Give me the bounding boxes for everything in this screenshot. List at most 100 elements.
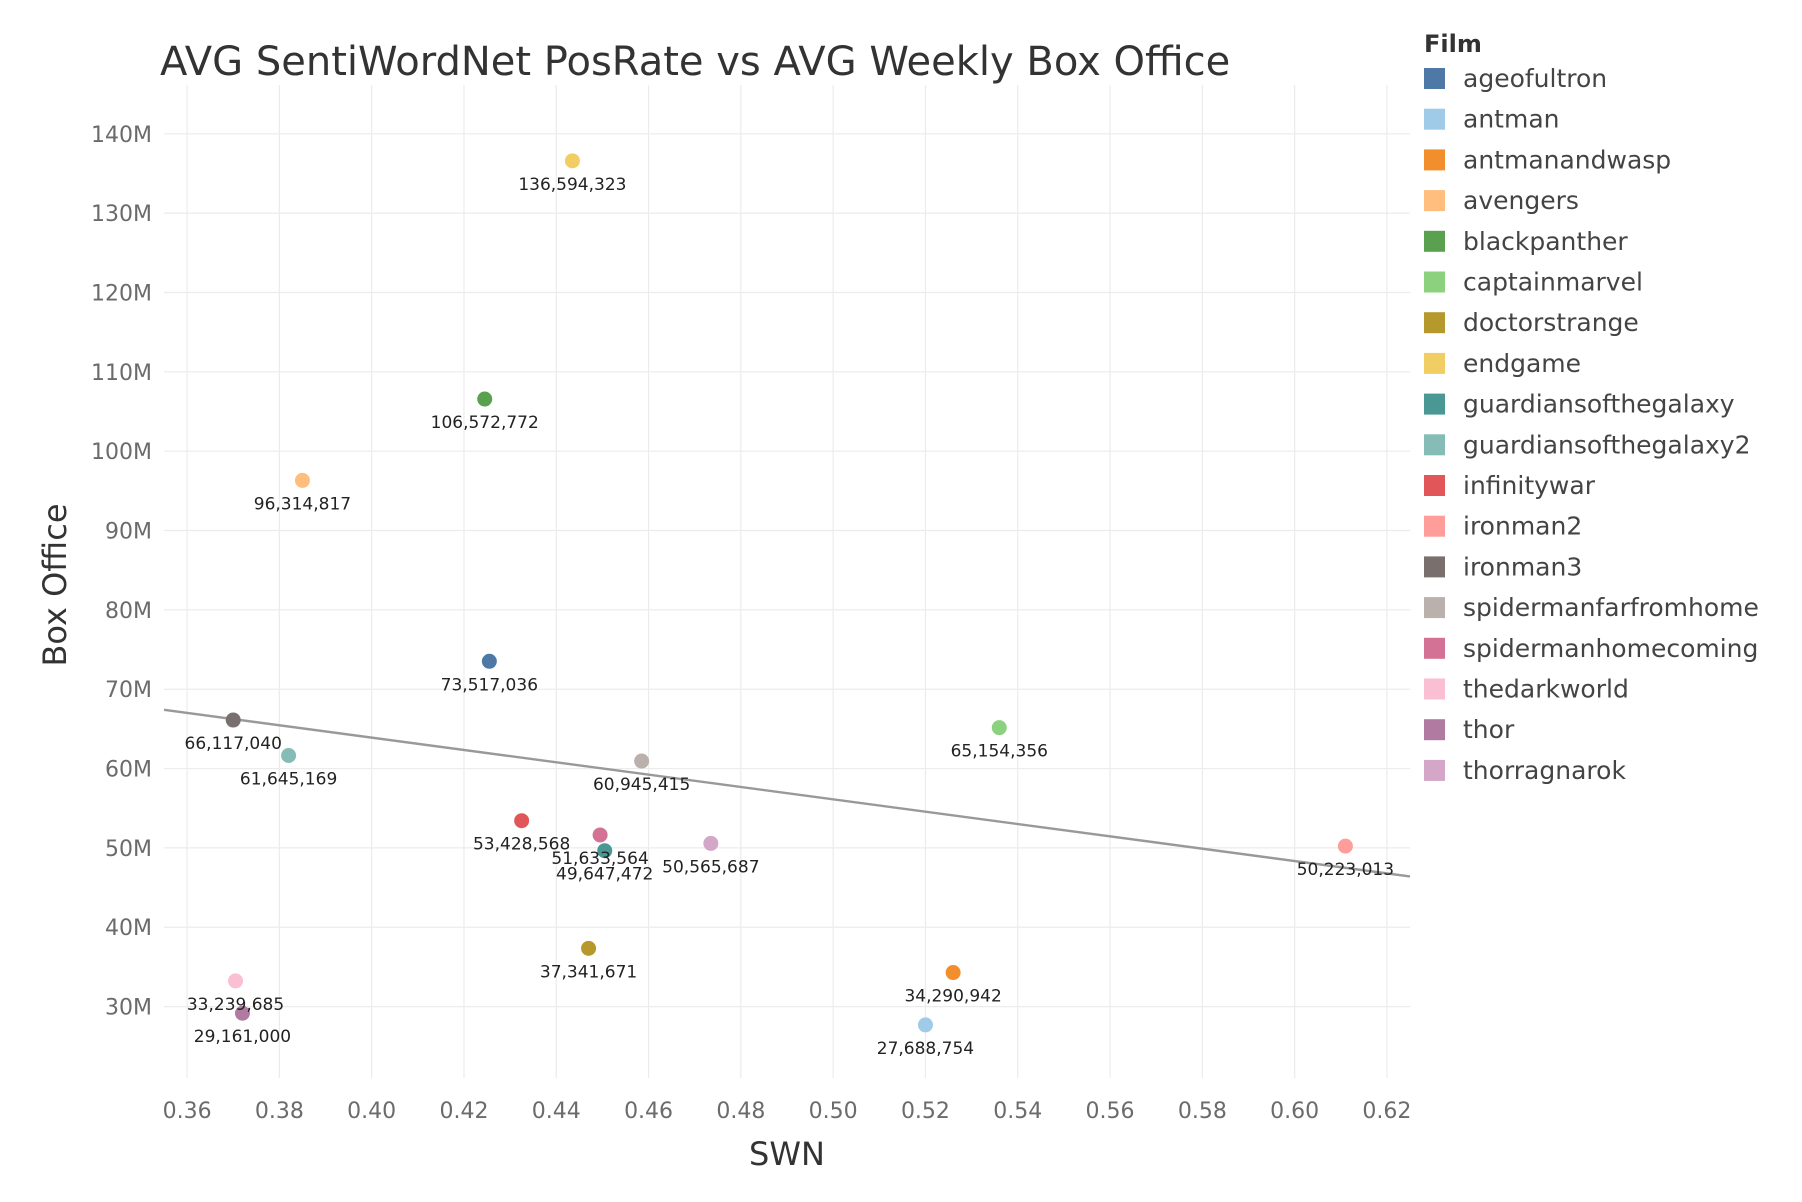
legend-swatch-ageofultron [1424,68,1445,89]
data-point-infinitywar[interactable] [514,813,530,829]
legend-swatch-doctorstrange [1424,312,1445,334]
x-axis-ticks: 0.36 0.38 0.40 0.42 0.44 0.46 0.48 0.50 0.52 0.54… [163,1099,1412,1124]
data-point-ironman2[interactable] [1337,838,1353,854]
data-point-thor[interactable] [234,1005,250,1021]
data-point-guardiansofthegalaxy[interactable] [597,843,613,859]
x-tick-label: 0.52 [901,1099,950,1124]
trend-line-layer [163,708,1411,878]
legend-swatch-ironman2 [1424,515,1445,537]
x-tick-label: 0.42 [439,1099,488,1124]
legend-item-thorragnarok[interactable]: thorragnarok [1463,756,1626,785]
legend-swatch-thedarkworld [1424,678,1445,700]
data-point-antmanandwasp[interactable] [945,965,961,981]
legend-swatch-avengers [1424,190,1445,212]
legend-item-guardiansofthegalaxy[interactable]: guardiansofthegalaxy [1463,390,1735,419]
data-point-captainmarvel[interactable] [991,720,1007,736]
data-point-thedarkworld[interactable] [228,973,244,989]
data-label-ageofultron: 73,517,036 [441,675,538,695]
legend-swatch-blackpanther [1424,230,1445,252]
data-label-doctorstrange: 37,341,671 [540,962,637,982]
data-label-thedarkworld: 33,239,685 [187,995,284,1015]
data-point-guardiansofthegalaxy2[interactable] [281,748,297,764]
legend-swatch-infinitywar [1424,475,1445,496]
legend-item-guardiansofthegalaxy2[interactable]: guardiansofthegalaxy2 [1463,430,1751,459]
legend-item-doctorstrange[interactable]: doctorstrange [1463,308,1639,337]
data-point-antman[interactable] [917,1017,933,1033]
legend-swatch-antman [1424,108,1445,130]
legend-swatch-thor [1424,719,1445,741]
data-label-guardiansofthegalaxy: 49,647,472 [556,865,653,885]
data-label-thorragnarok: 50,565,687 [662,857,759,877]
x-tick-label: 0.48 [716,1099,765,1124]
data-label-spidermanhomecoming: 51,633,564 [551,849,648,869]
x-tick-label: 0.50 [809,1099,858,1124]
legend-item-endgame[interactable]: endgame [1463,349,1581,378]
data-point-avengers[interactable] [294,472,310,488]
data-label-captainmarvel: 65,154,356 [951,742,1048,762]
chart-title: AVG SentiWordNet PosRate vs AVG Weekly B… [160,39,1230,85]
data-label-guardiansofthegalaxy2: 61,645,169 [240,770,337,790]
legend-item-avengers[interactable]: avengers [1463,186,1579,215]
data-point-spidermanfarfromhome[interactable] [634,753,650,769]
data-label-ironman3: 66,117,040 [185,734,282,754]
y-tick-label: 70M [105,678,152,703]
data-point-endgame[interactable] [564,153,580,169]
y-tick-label: 110M [91,361,152,386]
legend-swatch-captainmarvel [1424,271,1445,293]
data-label-endgame: 136,594,323 [518,175,626,195]
x-tick-label: 0.60 [1270,1099,1319,1124]
legend-swatch-guardiansofthegalaxy [1424,393,1445,415]
y-axis-ticks: 30M 40M 50M 60M 70M 80M 90M 100M 110M 120M 130M 140… [91,123,152,1021]
y-tick-label: 140M [91,123,152,148]
y-tick-label: 100M [91,440,152,465]
trend-line [163,708,1411,878]
legend-swatch-spidermanhomecoming [1424,637,1445,659]
x-tick-label: 0.58 [1178,1099,1227,1124]
y-tick-label: 60M [105,758,152,783]
x-axis-title: SWN [749,1135,825,1173]
x-tick-label: 0.46 [624,1099,673,1124]
x-tick-label: 0.38 [255,1099,304,1124]
legend-item-spidermanhomecoming[interactable]: spidermanhomecoming [1463,634,1758,663]
data-label-thor: 29,161,000 [194,1027,291,1047]
data-label-ironman2: 50,223,013 [1297,860,1394,880]
data-point-spidermanhomecoming[interactable] [592,827,608,843]
legend-item-thedarkworld[interactable]: thedarkworld [1463,675,1629,704]
legend-item-spidermanfarfromhome[interactable]: spidermanfarfromhome [1463,593,1759,622]
legend-item-antman[interactable]: antman [1463,105,1559,134]
legend-item-infinitywar[interactable]: infinitywar [1463,471,1596,500]
legend-swatch-guardiansofthegalaxy2 [1424,434,1445,456]
y-tick-label: 30M [105,996,152,1021]
data-point-ageofultron[interactable] [481,653,497,669]
legend-item-ironman3[interactable]: ironman3 [1463,552,1582,581]
data-point-blackpanther[interactable] [477,391,493,407]
legend-item-captainmarvel[interactable]: captainmarvel [1463,268,1643,297]
data-labels: 73,517,036 27,688,754 34,290,942 96,314,817… [185,175,1395,1059]
data-label-blackpanther: 106,572,772 [431,413,539,433]
y-tick-label: 90M [105,520,152,545]
legend-swatch-ironman3 [1424,556,1445,578]
legend-item-blackpanther[interactable]: blackpanther [1463,227,1628,256]
data-label-infinitywar: 53,428,568 [473,835,570,855]
data-label-antmanandwasp: 34,290,942 [904,987,1001,1007]
legend-swatch-thorragnarok [1424,759,1445,781]
legend-item-ageofultron[interactable]: ageofultron [1463,64,1607,93]
x-tick-label: 0.56 [1086,1099,1135,1124]
data-point-thorragnarok[interactable] [703,835,719,851]
legend: Film ageofultron antman antmanandwasp aveng… [1424,30,1759,785]
x-tick-label: 0.62 [1362,1099,1411,1124]
data-point-doctorstrange[interactable] [581,940,597,956]
x-tick-label: 0.44 [532,1099,581,1124]
y-tick-label: 130M [91,202,152,227]
data-point-ironman3[interactable] [225,712,241,728]
legend-item-ironman2[interactable]: ironman2 [1463,512,1582,541]
y-tick-label: 50M [105,837,152,862]
legend-item-thor[interactable]: thor [1463,715,1515,744]
legend-swatch-endgame [1424,352,1445,374]
legend-swatch-spidermanfarfromhome [1424,597,1445,619]
data-label-avengers: 96,314,817 [254,494,351,514]
legend-item-antmanandwasp[interactable]: antmanandwasp [1463,145,1671,174]
grid-lines [164,85,1410,1078]
data-points [225,153,1353,1033]
